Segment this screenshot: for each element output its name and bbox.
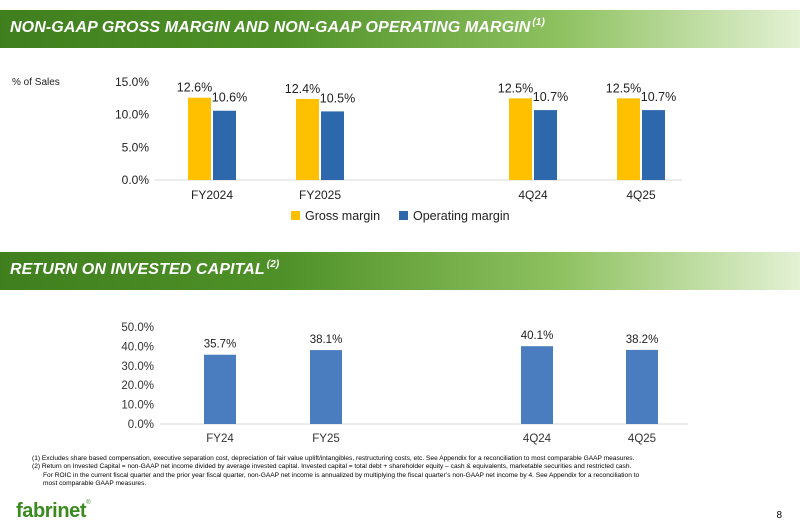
margin-chart: 0.0%5.0%10.0%15.0% 12.6%10.6%FY202412.4%1… xyxy=(115,75,682,223)
legend-label: Operating margin xyxy=(413,209,510,223)
y-tick-label: 0.0% xyxy=(122,173,150,187)
data-label: 38.2% xyxy=(626,334,659,346)
y-tick-label: 5.0% xyxy=(122,140,150,154)
bar-operating-margin xyxy=(213,110,236,180)
footnote-2: (2) Return on Invested Capital = non-GAA… xyxy=(32,463,632,471)
footnotes: (1) Excludes share based compensation, e… xyxy=(32,455,782,489)
bar-gross-margin xyxy=(296,98,319,180)
y-tick-label: 10.0% xyxy=(121,400,154,412)
section-title-roic: RETURN ON INVESTED CAPITAL (2) xyxy=(10,259,280,279)
page-number: 8 xyxy=(776,510,782,521)
footnote-mark: (1) xyxy=(532,17,545,28)
y-tick-label: 40.0% xyxy=(121,341,154,353)
x-tick-label: 4Q25 xyxy=(628,433,656,445)
data-label: 10.6% xyxy=(212,91,247,105)
bar-roic xyxy=(310,350,342,424)
footnote-2-cont: For ROIC in the current fiscal quarter a… xyxy=(43,471,640,479)
data-label: 38.1% xyxy=(310,334,343,346)
bar-operating-margin xyxy=(321,111,344,180)
legend-label: Gross margin xyxy=(305,209,380,223)
unit-label: % of Sales xyxy=(12,77,60,88)
x-tick-label: 4Q24 xyxy=(518,188,548,202)
bar-gross-margin xyxy=(617,98,640,180)
x-tick-label: FY24 xyxy=(206,433,234,445)
data-label: 10.5% xyxy=(320,91,355,105)
data-label: 40.1% xyxy=(521,330,554,342)
y-tick-label: 0.0% xyxy=(128,419,154,431)
section-title-text: NON-GAAP GROSS MARGIN AND NON-GAAP OPERA… xyxy=(10,19,531,36)
bar-roic xyxy=(204,354,236,424)
bar-operating-margin xyxy=(642,110,665,180)
x-tick-label: FY25 xyxy=(312,433,340,445)
y-tick-label: 20.0% xyxy=(121,380,154,392)
x-tick-label: FY2024 xyxy=(191,188,233,202)
section-banner-margins: NON-GAAP GROSS MARGIN AND NON-GAAP OPERA… xyxy=(0,10,800,48)
y-tick-label: 30.0% xyxy=(121,361,154,373)
legend-swatch xyxy=(291,211,300,220)
logo-registered-mark: ® xyxy=(86,500,91,506)
data-label: 12.6% xyxy=(177,81,212,95)
footnote-2-cont: most comparable GAAP measures. xyxy=(43,480,147,488)
footnote-1: (1) Excludes share based compensation, e… xyxy=(32,455,635,462)
y-tick-label: 50.0% xyxy=(121,322,154,334)
logo-text: fabrinet xyxy=(16,500,87,522)
data-label: 35.7% xyxy=(204,339,237,351)
section-title-margins: NON-GAAP GROSS MARGIN AND NON-GAAP OPERA… xyxy=(10,17,545,37)
x-tick-label: 4Q24 xyxy=(523,433,552,445)
data-label: 10.7% xyxy=(533,90,568,104)
data-label: 10.7% xyxy=(641,90,676,104)
data-label: 12.5% xyxy=(498,81,533,95)
x-tick-label: 4Q25 xyxy=(626,188,656,202)
legend-swatch xyxy=(399,211,408,220)
y-tick-label: 15.0% xyxy=(115,75,149,89)
company-logo: fabrinet® xyxy=(16,500,91,523)
roic-chart: 0.0% 10.0% 20.0% 30.0% 40.0% 50.0% 35.7% FY24 38… xyxy=(121,322,688,445)
bar-roic xyxy=(521,346,553,424)
x-tick-label: FY2025 xyxy=(299,188,341,202)
section-title-text: RETURN ON INVESTED CAPITAL xyxy=(10,261,265,278)
data-label: 12.4% xyxy=(285,82,320,96)
footnote-mark: (2) xyxy=(266,259,280,270)
section-banner-roic: RETURN ON INVESTED CAPITAL (2) xyxy=(0,252,800,290)
bar-roic xyxy=(626,349,658,424)
data-label: 12.5% xyxy=(606,81,641,95)
bar-gross-margin xyxy=(188,97,211,180)
y-tick-label: 10.0% xyxy=(115,108,149,122)
bar-gross-margin xyxy=(509,98,532,180)
bar-operating-margin xyxy=(534,110,557,180)
